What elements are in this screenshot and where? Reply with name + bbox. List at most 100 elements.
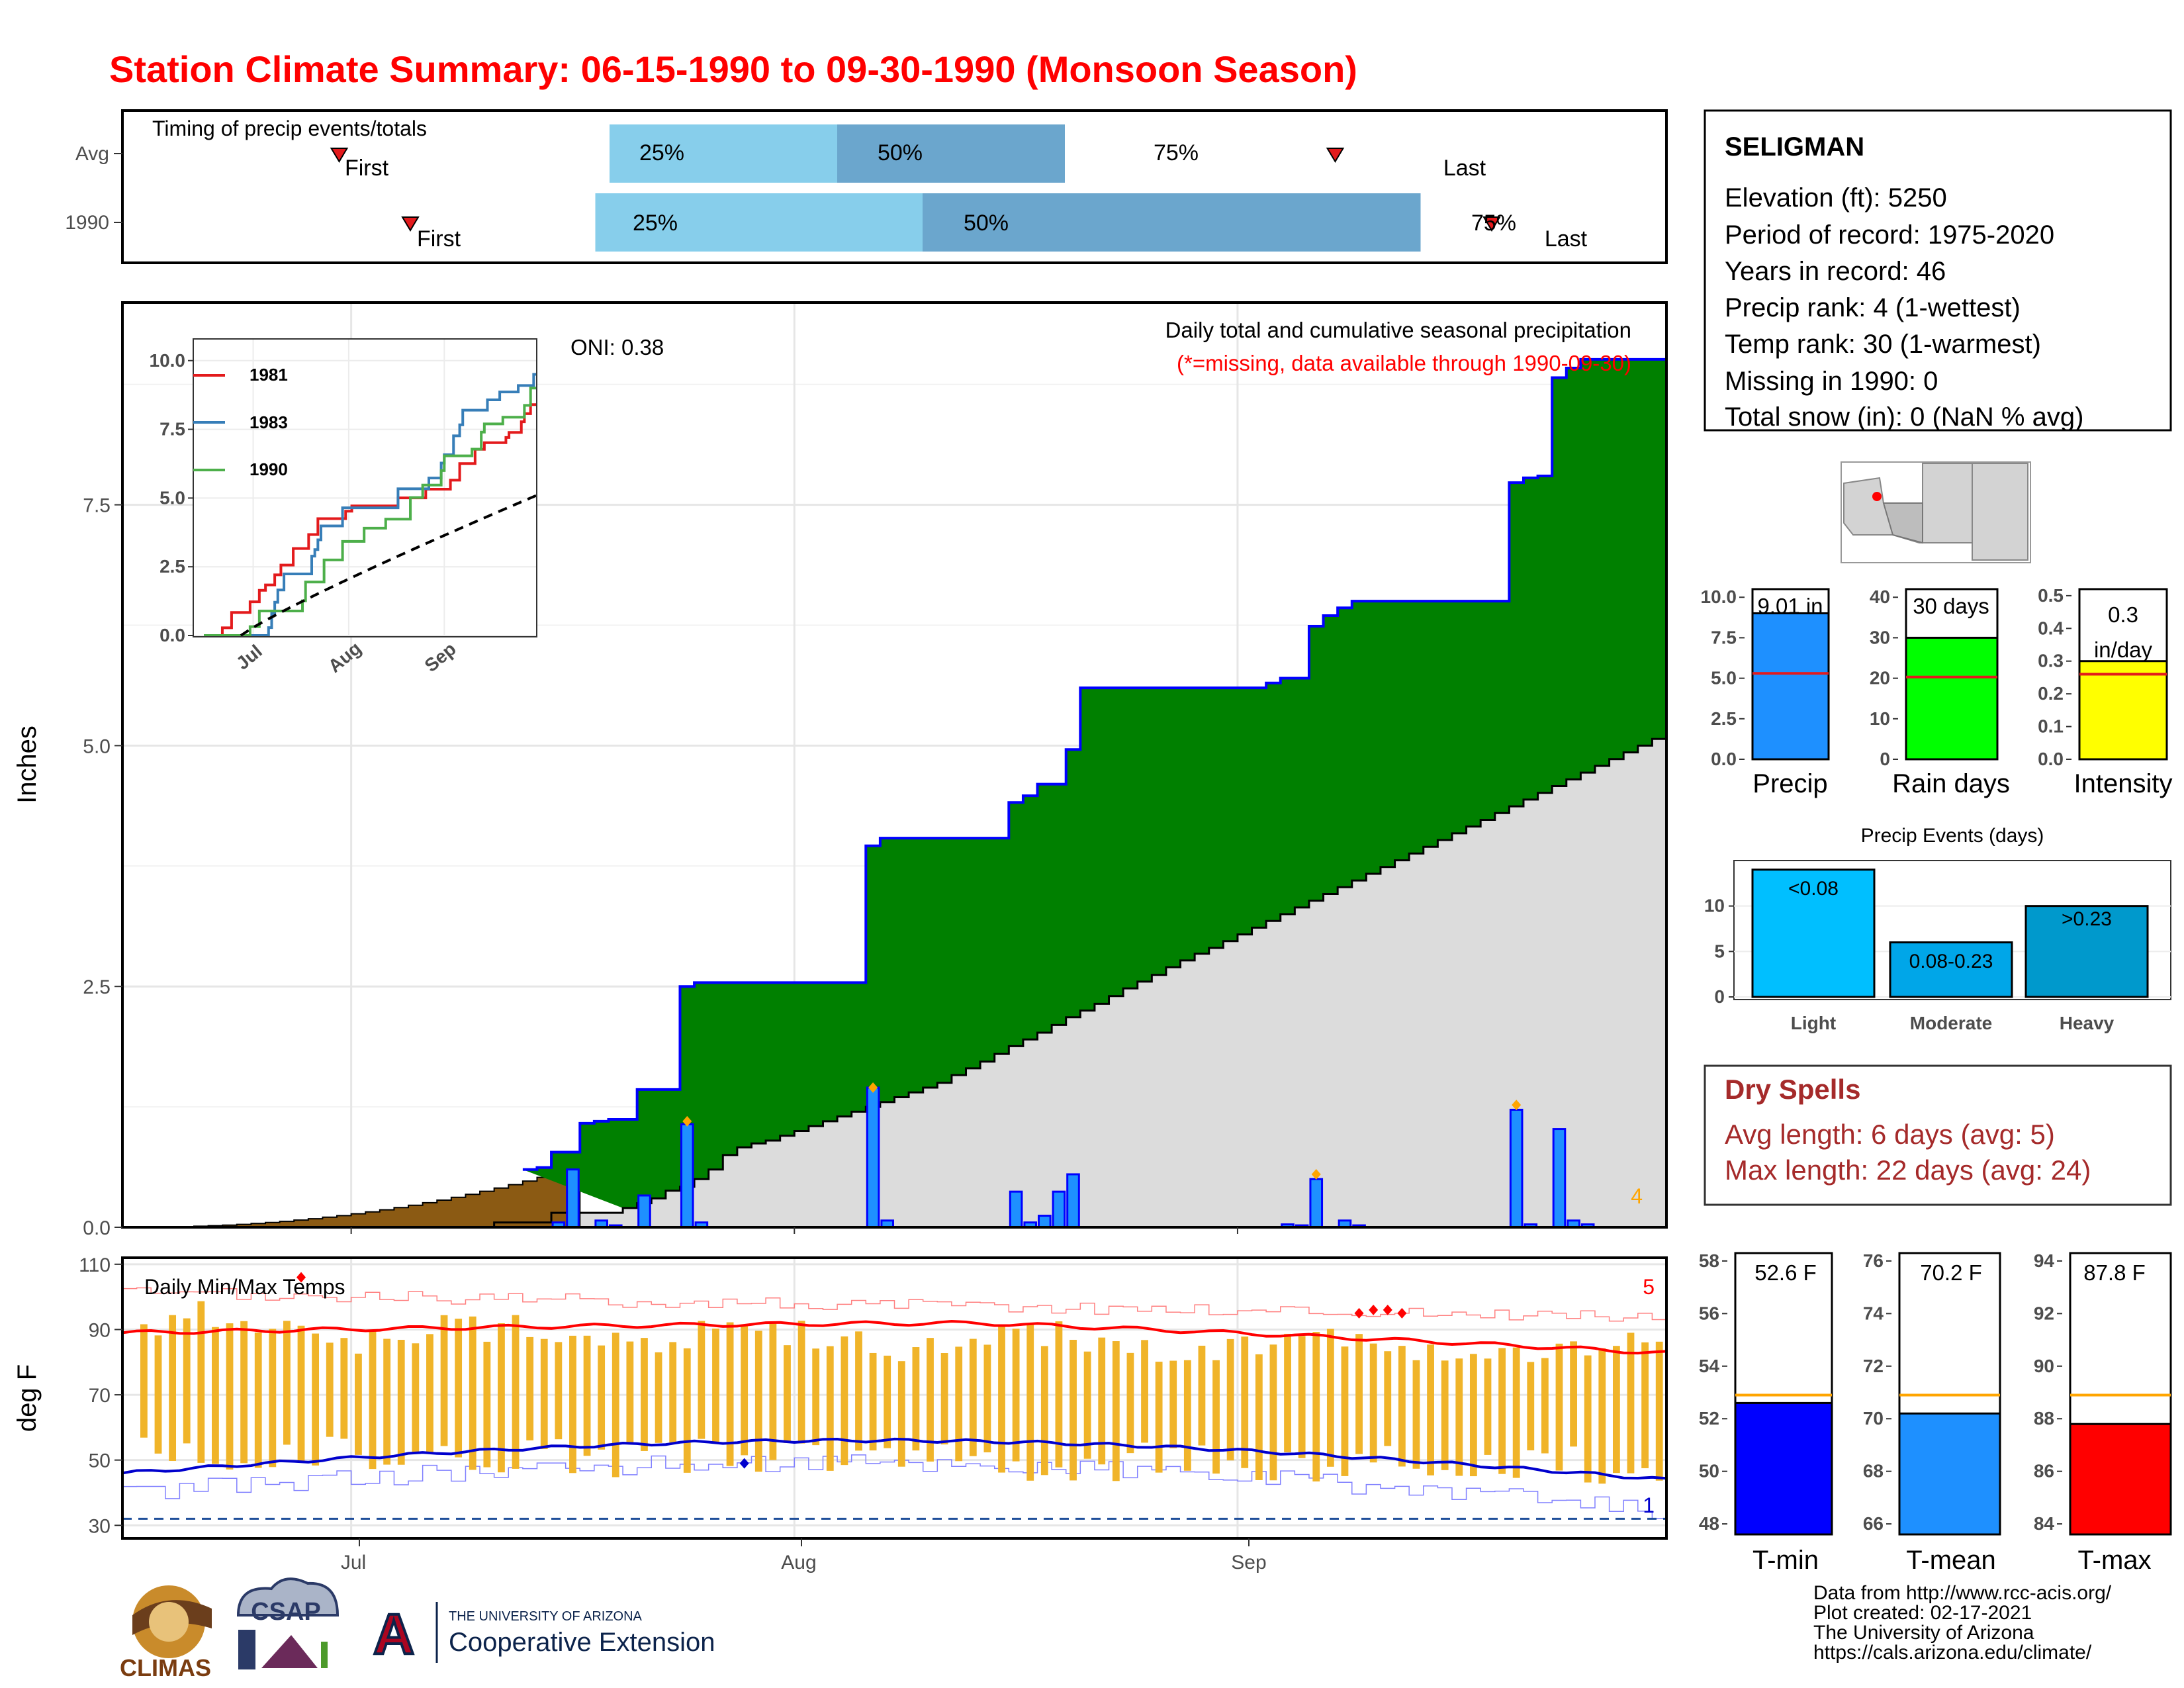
events-bar-light <box>1751 868 1876 998</box>
daily-temp-bar <box>940 1353 948 1445</box>
daily-temp-bar <box>283 1321 291 1445</box>
daily-temp-bar <box>212 1327 219 1464</box>
temp-summary-tick-label: 52 <box>1699 1408 1719 1429</box>
credit-university: The University of Arizona <box>1813 1622 2034 1644</box>
temp-ytick-label: 70 <box>89 1385 111 1407</box>
daily-temp-bar <box>1269 1344 1277 1481</box>
temp-summary-tick-label: 72 <box>1863 1356 1884 1376</box>
daily-temp-bar <box>754 1331 762 1472</box>
ua-logo: A THE UNIVERSITY OF ARIZONA Cooperative … <box>363 1601 715 1667</box>
daily-temp-bar <box>555 1342 563 1440</box>
temp-xtick-aug: Aug <box>781 1552 816 1573</box>
timing-row-1990-markers: First Last 25% 50% 75% <box>417 211 1588 252</box>
temp-summary-bar-tmin <box>1734 1401 1833 1536</box>
summary-bar-rain_days <box>1905 636 1999 761</box>
daily-temp-bar <box>1555 1343 1563 1471</box>
timing-bar-q25-q50-1 <box>595 193 923 252</box>
timing-avg-p25-label: 25% <box>639 140 684 165</box>
daily-record-marker <box>868 1082 878 1093</box>
temp-ytick-label: 50 <box>89 1450 111 1472</box>
temp-summary-tick-label: 56 <box>1699 1303 1719 1323</box>
daily-temp-bar <box>498 1323 505 1473</box>
summary-tick-label: 0.2 <box>2038 683 2064 704</box>
station-years: Years in record: 46 <box>1725 257 1946 286</box>
temp-summary-tick-label: 84 <box>2034 1513 2055 1534</box>
timing-1990-p75-label: 75% <box>1471 211 1516 236</box>
temp-summary-tick-label: 94 <box>2034 1250 2055 1271</box>
inset-ytick-label: 2.5 <box>159 556 185 577</box>
station-name: SELIGMAN <box>1725 132 1864 162</box>
summary-tick-label: 0 <box>1880 749 1890 769</box>
daily-temp-bar <box>769 1323 777 1460</box>
daily-temp-bar <box>1083 1351 1091 1459</box>
precip-areas <box>122 357 1667 1229</box>
inset-line-1983 <box>204 373 537 637</box>
daily-temp-bar <box>969 1338 977 1456</box>
summary-bar-intensity <box>2078 660 2168 761</box>
daily-temp-bar <box>1484 1358 1492 1455</box>
csap-wordmark: CSAP <box>251 1598 321 1626</box>
events-tick-label: 5 <box>1714 941 1725 961</box>
daily-temp-bar <box>1641 1342 1649 1468</box>
events-label-heavy: >0.23 <box>2062 908 2112 930</box>
summary-intensity-label: Intensity <box>2074 769 2173 798</box>
daily-temp-bar <box>1284 1333 1291 1452</box>
timing-heading: Timing of precip events/totals <box>152 117 427 140</box>
temp-summary-tick-label: 70 <box>1863 1408 1884 1429</box>
daily-temp-bar <box>598 1345 606 1450</box>
ua-block-a: A <box>373 1603 414 1666</box>
daily-record-marker <box>1311 1168 1321 1180</box>
daily-temp-bar <box>326 1342 334 1437</box>
daily-temp-bar <box>1055 1321 1063 1468</box>
events-cat-moderate: Moderate <box>1910 1013 1992 1033</box>
inset-line-1981 <box>204 403 537 637</box>
tmean-value: 70.2 F <box>1920 1260 1982 1285</box>
daily-temp-bar <box>412 1343 420 1453</box>
timing-row-1990-label: 1990 <box>65 212 109 234</box>
station-precip-rank: Precip rank: 4 (1-wettest) <box>1725 293 2021 322</box>
inset-legend: 1981 1983 1990 <box>193 365 288 479</box>
above-average-area <box>522 359 1667 1208</box>
timing-1990-p25-label: 25% <box>633 211 678 236</box>
inset-frame <box>193 338 537 637</box>
summary-tick-label: 0.5 <box>2038 585 2064 606</box>
daily-temp-bar <box>312 1333 320 1466</box>
summary-tick-label: 0.4 <box>2038 618 2064 638</box>
temp-summary-tick-label: 48 <box>1699 1513 1719 1534</box>
daily-temp-bar <box>698 1321 705 1439</box>
daily-temp-bar <box>340 1338 348 1439</box>
daily-temp-bar <box>1098 1337 1106 1465</box>
daily-temp-bar <box>1570 1341 1577 1447</box>
temp-summary-tick-label: 58 <box>1699 1250 1719 1271</box>
station-elevation: Elevation (ft): 5250 <box>1725 183 1947 212</box>
daily-temp-bar <box>440 1315 448 1446</box>
daily-temp-bar <box>1655 1341 1663 1481</box>
summary-raindays-label: Rain days <box>1892 769 2010 798</box>
daily-temp-bar <box>140 1324 148 1438</box>
daily-temp-bar <box>455 1319 463 1458</box>
daily-temp-bar <box>1155 1362 1163 1473</box>
summary-tick-label: 20 <box>1870 668 1890 688</box>
daily-temp-bar <box>569 1335 576 1474</box>
credit-data-source: Data from http://www.rcc-acis.org/ <box>1813 1582 2112 1604</box>
daily-temp-bar <box>169 1315 177 1461</box>
daily-temp-bar <box>1527 1362 1535 1450</box>
temp-panel: 30 50 70 90 110 Daily Min/Max Temps 5 1 deg … <box>13 1254 1668 1573</box>
events-title: Precip Events (days) <box>1861 825 2044 847</box>
cumulative-1990-line <box>522 357 1666 1171</box>
summary-tick-label: 30 <box>1870 627 1890 647</box>
temp-x-axis: Jul Aug Sep <box>341 1538 1267 1573</box>
timing-first-marker-0 <box>330 148 349 163</box>
oni-label: ONI: 0.38 <box>570 335 664 359</box>
daily-temp-bar <box>1112 1341 1120 1481</box>
daily-precip-bar <box>866 1086 880 1229</box>
daily-temp-bar <box>1398 1346 1406 1467</box>
timing-avg-p75-label: 75% <box>1154 140 1199 165</box>
dry-spells-frame <box>1704 1064 2172 1206</box>
temp-xtick-sep: Sep <box>1231 1552 1266 1573</box>
summary-raindays-value: 30 days <box>1913 594 1989 618</box>
daily-temp-bar <box>612 1333 619 1477</box>
average-cumulative-area <box>122 739 1666 1227</box>
station-missing: Missing in 1990: 0 <box>1725 367 1938 396</box>
